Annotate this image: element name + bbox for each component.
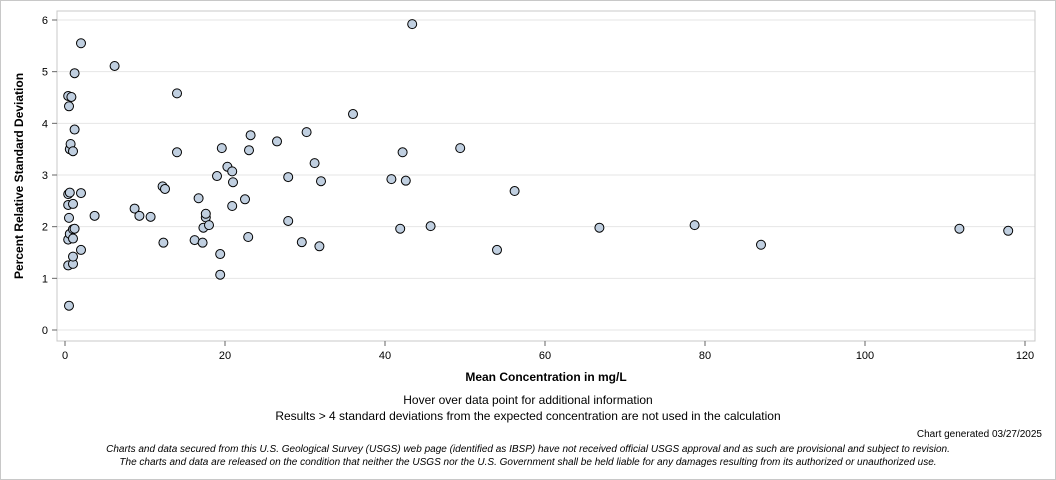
- data-point[interactable]: [309, 158, 320, 169]
- data-point[interactable]: [756, 239, 766, 250]
- x-tick-label: 80: [699, 350, 711, 362]
- data-point[interactable]: [314, 241, 325, 252]
- data-point[interactable]: [1003, 225, 1014, 236]
- data-point[interactable]: [348, 109, 358, 120]
- chart-generated-date: Chart generated 03/27/2025: [916, 429, 1042, 440]
- data-point[interactable]: [227, 166, 238, 177]
- data-point[interactable]: [145, 211, 156, 222]
- data-point[interactable]: [227, 201, 238, 211]
- data-point[interactable]: [68, 146, 78, 157]
- y-tick-label: 1: [42, 273, 48, 285]
- data-point[interactable]: [243, 232, 254, 242]
- data-point[interactable]: [89, 210, 100, 221]
- data-point[interactable]: [397, 147, 408, 158]
- data-point[interactable]: [69, 68, 80, 79]
- results-note: Results > 4 standard deviations from the…: [275, 409, 781, 423]
- y-tick-label: 4: [42, 118, 48, 130]
- data-point[interactable]: [172, 147, 182, 158]
- data-point[interactable]: [283, 172, 294, 183]
- data-point[interactable]: [76, 188, 86, 199]
- data-point[interactable]: [64, 300, 74, 311]
- data-point[interactable]: [64, 212, 74, 223]
- data-point[interactable]: [76, 38, 86, 49]
- data-point[interactable]: [68, 233, 78, 244]
- data-point[interactable]: [689, 220, 700, 231]
- data-point[interactable]: [395, 223, 406, 234]
- data-point[interactable]: [216, 143, 227, 154]
- data-point[interactable]: [283, 215, 294, 226]
- data-point[interactable]: [64, 101, 74, 112]
- gridlines: [57, 19, 1035, 331]
- data-point[interactable]: [316, 176, 326, 187]
- y-tick-label: 5: [42, 67, 48, 79]
- data-point[interactable]: [228, 177, 238, 188]
- data-point[interactable]: [193, 193, 204, 204]
- y-axis-label: Percent Relative Standard Deviation: [12, 73, 26, 279]
- y-tick-label: 2: [42, 222, 48, 234]
- x-tick-label: 40: [379, 350, 391, 362]
- y-tick-label: 0: [42, 325, 48, 337]
- data-point[interactable]: [215, 269, 226, 280]
- hover-note: Hover over data point for additional inf…: [403, 393, 653, 407]
- data-point[interactable]: [215, 249, 226, 260]
- data-point[interactable]: [204, 220, 214, 231]
- data-point[interactable]: [594, 222, 605, 233]
- data-point[interactable]: [158, 237, 169, 248]
- data-point[interactable]: [245, 130, 256, 141]
- y-tick-label: 3: [42, 170, 48, 182]
- x-tick-label: 100: [856, 350, 874, 362]
- data-point[interactable]: [69, 223, 80, 234]
- data-point[interactable]: [160, 183, 170, 194]
- data-point[interactable]: [272, 136, 282, 147]
- data-point[interactable]: [240, 194, 250, 205]
- plot-area: [56, 10, 1036, 342]
- data-point[interactable]: [109, 60, 120, 71]
- data-point[interactable]: [197, 237, 208, 248]
- data-point[interactable]: [301, 127, 312, 138]
- data-point[interactable]: [64, 187, 75, 198]
- data-point[interactable]: [200, 208, 211, 219]
- data-point[interactable]: [400, 175, 411, 186]
- data-point[interactable]: [407, 19, 418, 30]
- data-point[interactable]: [244, 145, 254, 156]
- data-point[interactable]: [69, 124, 80, 135]
- data-point[interactable]: [509, 186, 520, 197]
- x-tick-label: 20: [219, 350, 231, 362]
- data-point[interactable]: [455, 143, 466, 154]
- data-point[interactable]: [68, 198, 78, 209]
- data-point[interactable]: [296, 237, 307, 248]
- disclaimer-line-1: Charts and data secured from this U.S. G…: [106, 444, 950, 455]
- y-tick-label: 6: [42, 15, 48, 27]
- data-point[interactable]: [212, 171, 222, 182]
- data-point[interactable]: [66, 91, 77, 102]
- data-point[interactable]: [172, 88, 182, 99]
- data-point[interactable]: [954, 223, 965, 234]
- data-point[interactable]: [134, 210, 145, 221]
- x-tick-label: 120: [1016, 350, 1034, 362]
- x-tick-label: 60: [539, 350, 551, 362]
- data-point[interactable]: [492, 244, 502, 255]
- data-point[interactable]: [76, 244, 86, 255]
- data-point[interactable]: [386, 174, 397, 185]
- x-tick-label: 0: [62, 350, 68, 362]
- data-points: [63, 19, 1014, 311]
- disclaimer-line-2: The charts and data are released on the …: [119, 457, 937, 468]
- data-point[interactable]: [425, 221, 436, 232]
- data-point[interactable]: [129, 203, 140, 214]
- x-axis-label: Mean Concentration in mg/L: [465, 370, 626, 384]
- data-point[interactable]: [68, 251, 78, 262]
